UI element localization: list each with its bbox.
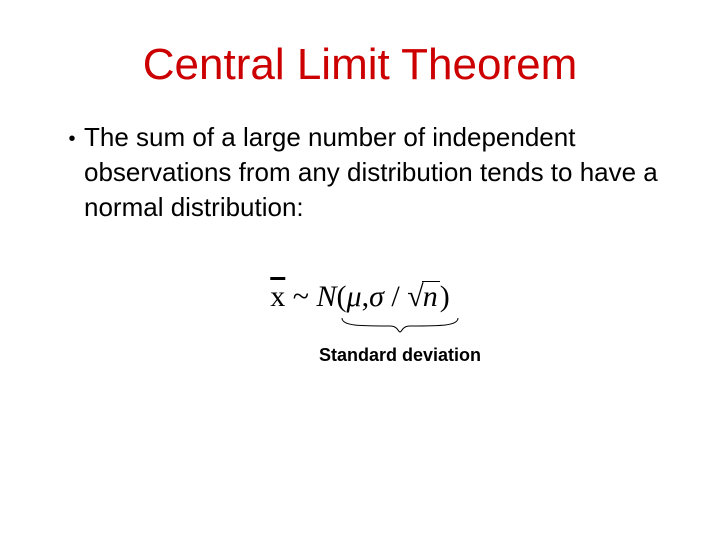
formula-comma: , <box>362 280 370 313</box>
annotation-label: Standard deviation <box>130 345 670 366</box>
slide-title: Central Limit Theorem <box>50 40 670 90</box>
bullet-item: • The sum of a large number of independe… <box>60 120 660 225</box>
formula-N: N <box>317 280 337 313</box>
brace-area: Standard deviation <box>50 316 670 366</box>
formula-xbar: x <box>270 280 285 313</box>
underbrace-icon <box>340 316 460 334</box>
slide: Central Limit Theorem • The sum of a lar… <box>0 0 720 540</box>
formula: x ~ N(μ,σ / √n) <box>50 280 670 314</box>
bullet-text: The sum of a large number of independent… <box>84 120 660 225</box>
formula-tilde: ~ <box>293 280 309 313</box>
formula-open: ( <box>337 280 347 313</box>
formula-mu: μ <box>347 280 362 313</box>
formula-slash: / <box>384 280 407 313</box>
bullet-marker: • <box>60 126 84 153</box>
formula-n: n <box>422 281 440 312</box>
formula-n-dist: N(μ,σ / √n) <box>317 280 450 313</box>
formula-sigma: σ <box>369 280 384 313</box>
formula-close: ) <box>440 280 450 313</box>
formula-sqrt: √n <box>407 280 439 314</box>
